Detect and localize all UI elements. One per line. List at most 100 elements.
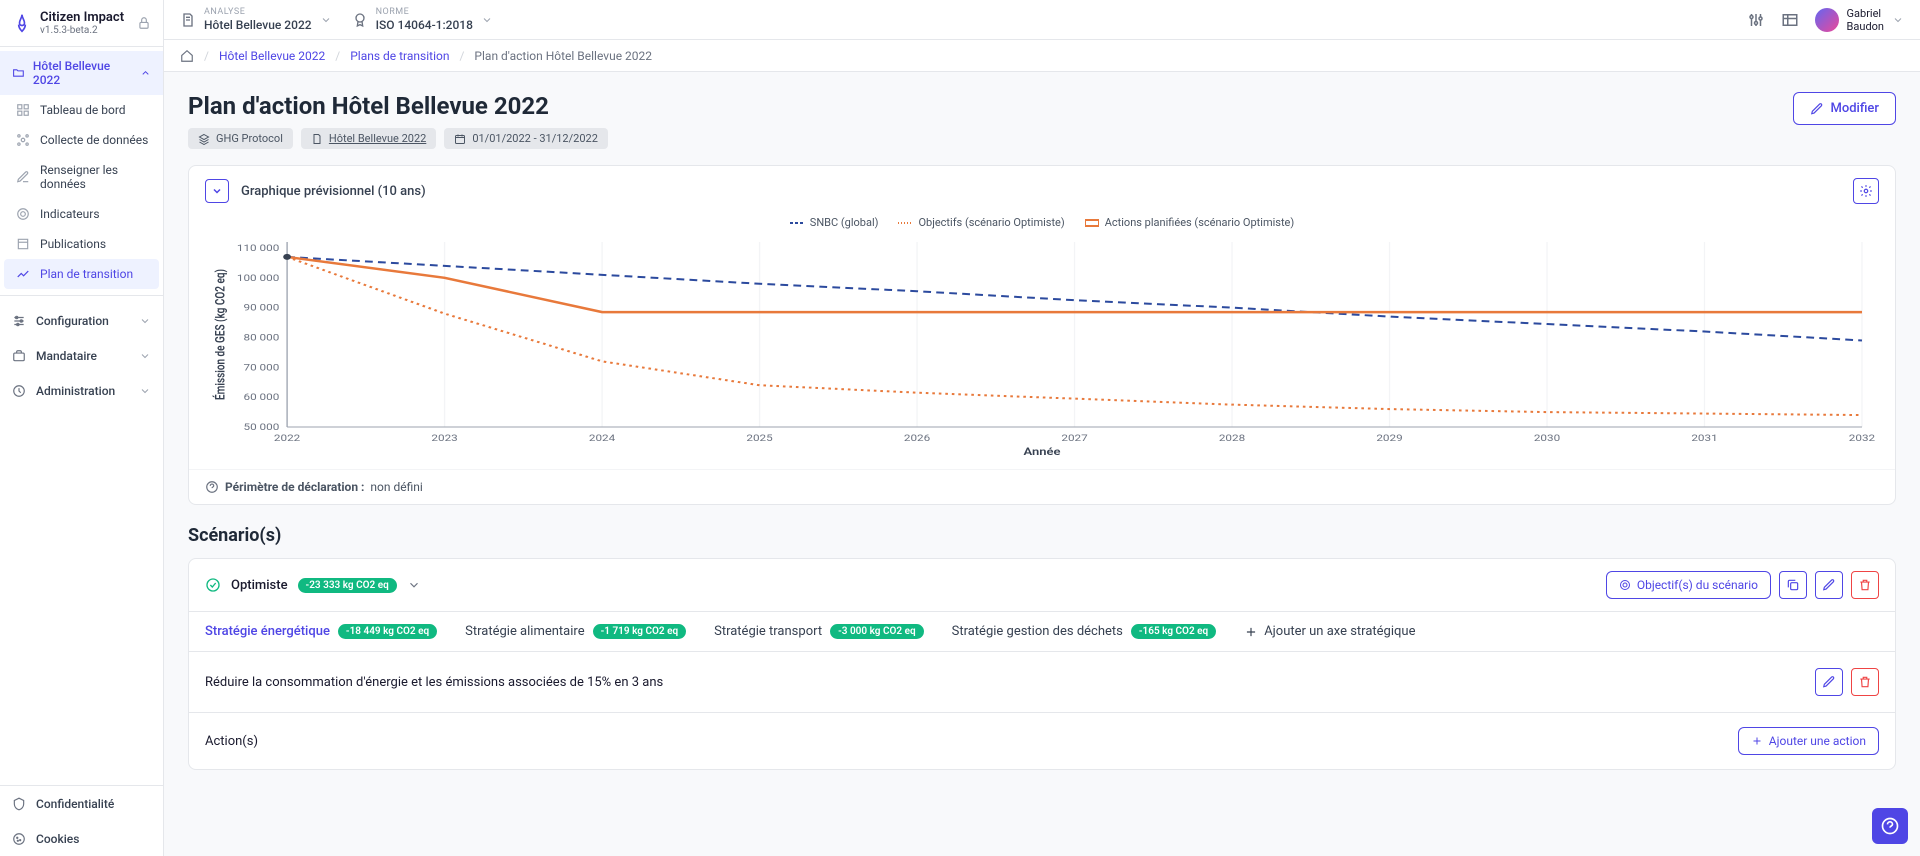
sidebar-section-label: Administration — [36, 384, 115, 398]
scenarios-title: Scénario(s) — [188, 525, 1896, 546]
svg-text:2027: 2027 — [1061, 432, 1087, 443]
sidebar-item-dashboard[interactable]: Tableau de bord — [0, 95, 163, 125]
sidebar-item-collecte[interactable]: Collecte de données — [0, 125, 163, 155]
sidebar-project-header[interactable]: Hôtel Bellevue 2022 — [0, 51, 163, 95]
scenario-objectifs-button[interactable]: Objectif(s) du scénario — [1606, 571, 1771, 599]
add-action-button[interactable]: Ajouter une action — [1738, 727, 1879, 755]
chevron-down-icon — [320, 14, 332, 26]
gear-icon — [1859, 184, 1873, 198]
actions-header: Action(s) Ajouter une action — [189, 712, 1895, 769]
analyse-selector[interactable]: ANALYSE Hôtel Bellevue 2022 — [180, 7, 332, 32]
home-icon[interactable] — [180, 49, 194, 63]
sidebar-section-mandataire[interactable]: Mandataire — [0, 338, 163, 373]
sidebar-item-renseigner[interactable]: Renseigner les données — [0, 155, 163, 199]
layers-icon — [198, 133, 210, 145]
legend-snbc[interactable]: SNBC (global) — [790, 216, 879, 229]
add-axis-button[interactable]: Ajouter un axe stratégique — [1244, 624, 1415, 639]
chip-source[interactable]: Hôtel Bellevue 2022 — [301, 128, 436, 149]
sidebar-item-label: Tableau de bord — [40, 103, 126, 117]
admin-icon — [12, 384, 26, 398]
sidebar-item-plan[interactable]: Plan de transition — [4, 259, 159, 289]
svg-text:2024: 2024 — [589, 432, 615, 443]
actions-title: Action(s) — [205, 734, 258, 749]
chevron-up-icon — [140, 67, 151, 79]
copy-icon — [1786, 578, 1800, 592]
chart-title: Graphique prévisionnel (10 ans) — [241, 184, 426, 199]
trend-icon — [16, 267, 30, 281]
svg-text:2029: 2029 — [1376, 432, 1402, 443]
chevron-down-icon[interactable] — [407, 578, 421, 592]
strategy-description: Réduire la consommation d'énergie et les… — [189, 651, 1895, 712]
modify-button[interactable]: Modifier — [1793, 92, 1896, 125]
legend-actions[interactable]: Actions planifiées (scénario Optimiste) — [1085, 216, 1295, 229]
footer-value: non défini — [370, 480, 422, 494]
tab-transport[interactable]: Stratégie transport-3 000 kg CO2 eq — [714, 624, 924, 639]
delete-scenario-button[interactable] — [1851, 571, 1879, 599]
breadcrumb-link-2[interactable]: Plans de transition — [350, 49, 449, 63]
chevron-down-icon — [139, 385, 151, 397]
edit-scenario-button[interactable] — [1815, 571, 1843, 599]
user-first-name: Gabriel — [1847, 7, 1884, 20]
norme-label: NORME — [376, 7, 473, 17]
strategy-tabs: Stratégie énergétique-18 449 kg CO2 eq S… — [189, 611, 1895, 651]
delete-strategy-button[interactable] — [1851, 668, 1879, 696]
svg-text:2023: 2023 — [431, 432, 457, 443]
svg-text:80 000: 80 000 — [243, 332, 279, 343]
help-icon[interactable] — [205, 480, 219, 494]
award-icon — [352, 12, 368, 28]
collapse-chart-button[interactable] — [205, 179, 229, 203]
analyse-label: ANALYSE — [204, 7, 312, 17]
edit-data-icon — [16, 170, 30, 184]
sidebar-item-label: Plan de transition — [40, 267, 133, 281]
svg-text:2031: 2031 — [1691, 432, 1717, 443]
user-menu[interactable]: Gabriel Baudon — [1815, 7, 1904, 33]
content: Plan d'action Hôtel Bellevue 2022 GHG Pr… — [164, 72, 1920, 856]
chip-dates: 01/01/2022 - 31/12/2022 — [444, 128, 608, 149]
sidebar-item-publications[interactable]: Publications — [0, 229, 163, 259]
tab-dechets[interactable]: Stratégie gestion des déchets-165 kg CO2… — [952, 624, 1217, 639]
avatar — [1815, 8, 1839, 32]
page-title: Plan d'action Hôtel Bellevue 2022 — [188, 92, 608, 120]
chevron-down-icon — [139, 350, 151, 362]
chevron-down-icon — [139, 315, 151, 327]
shield-icon — [12, 797, 26, 811]
sidebar-bottom-label: Cookies — [36, 832, 79, 846]
breadcrumb-link-1[interactable]: Hôtel Bellevue 2022 — [219, 49, 325, 63]
copy-scenario-button[interactable] — [1779, 571, 1807, 599]
target-icon — [16, 207, 30, 221]
settings-sliders-icon[interactable] — [1747, 11, 1765, 29]
svg-text:2022: 2022 — [274, 432, 300, 443]
main: ANALYSE Hôtel Bellevue 2022 NORME ISO 14… — [164, 0, 1920, 856]
sidebar-confidentialite[interactable]: Confidentialité — [0, 786, 163, 821]
target-icon — [1619, 579, 1631, 591]
scenario-card: Optimiste -23 333 kg CO2 eq Objectif(s) … — [188, 558, 1896, 770]
check-circle-icon — [205, 577, 221, 593]
svg-text:100 000: 100 000 — [237, 272, 280, 283]
table-icon[interactable] — [1781, 11, 1799, 29]
tab-energetique[interactable]: Stratégie énergétique-18 449 kg CO2 eq — [205, 624, 437, 639]
breadcrumb: / Hôtel Bellevue 2022 / Plans de transit… — [164, 40, 1920, 72]
scenario-name: Optimiste — [231, 578, 288, 593]
sidebar-project-label: Hôtel Bellevue 2022 — [33, 59, 132, 87]
sidebar-section-config[interactable]: Configuration — [0, 303, 163, 338]
norme-selector[interactable]: NORME ISO 14064-1:2018 — [352, 7, 493, 32]
sidebar-cookies[interactable]: Cookies — [0, 821, 163, 856]
sidebar-section-admin[interactable]: Administration — [0, 373, 163, 408]
app-version: v1.5.3-beta.2 — [40, 25, 124, 36]
sidebar-item-indicateurs[interactable]: Indicateurs — [0, 199, 163, 229]
tab-alimentaire[interactable]: Stratégie alimentaire-1 719 kg CO2 eq — [465, 624, 686, 639]
topbar: ANALYSE Hôtel Bellevue 2022 NORME ISO 14… — [164, 0, 1920, 40]
scenario-total-badge: -23 333 kg CO2 eq — [298, 578, 397, 593]
chart-footer: Périmètre de déclaration : non défini — [189, 469, 1895, 504]
sidebar-item-label: Renseigner les données — [40, 163, 151, 191]
nav: Hôtel Bellevue 2022 Tableau de bord Coll… — [0, 47, 163, 785]
chart-settings-button[interactable] — [1853, 178, 1879, 204]
footer-label: Périmètre de déclaration : — [225, 480, 364, 494]
sidebar-item-label: Indicateurs — [40, 207, 100, 221]
legend-objectifs[interactable]: Objectifs (scénario Optimiste) — [898, 216, 1064, 229]
edit-strategy-button[interactable] — [1815, 668, 1843, 696]
user-last-name: Baudon — [1847, 20, 1884, 33]
sidebar-bottom-label: Confidentialité — [36, 797, 114, 811]
svg-text:2028: 2028 — [1219, 432, 1245, 443]
help-floating-button[interactable] — [1872, 808, 1908, 844]
